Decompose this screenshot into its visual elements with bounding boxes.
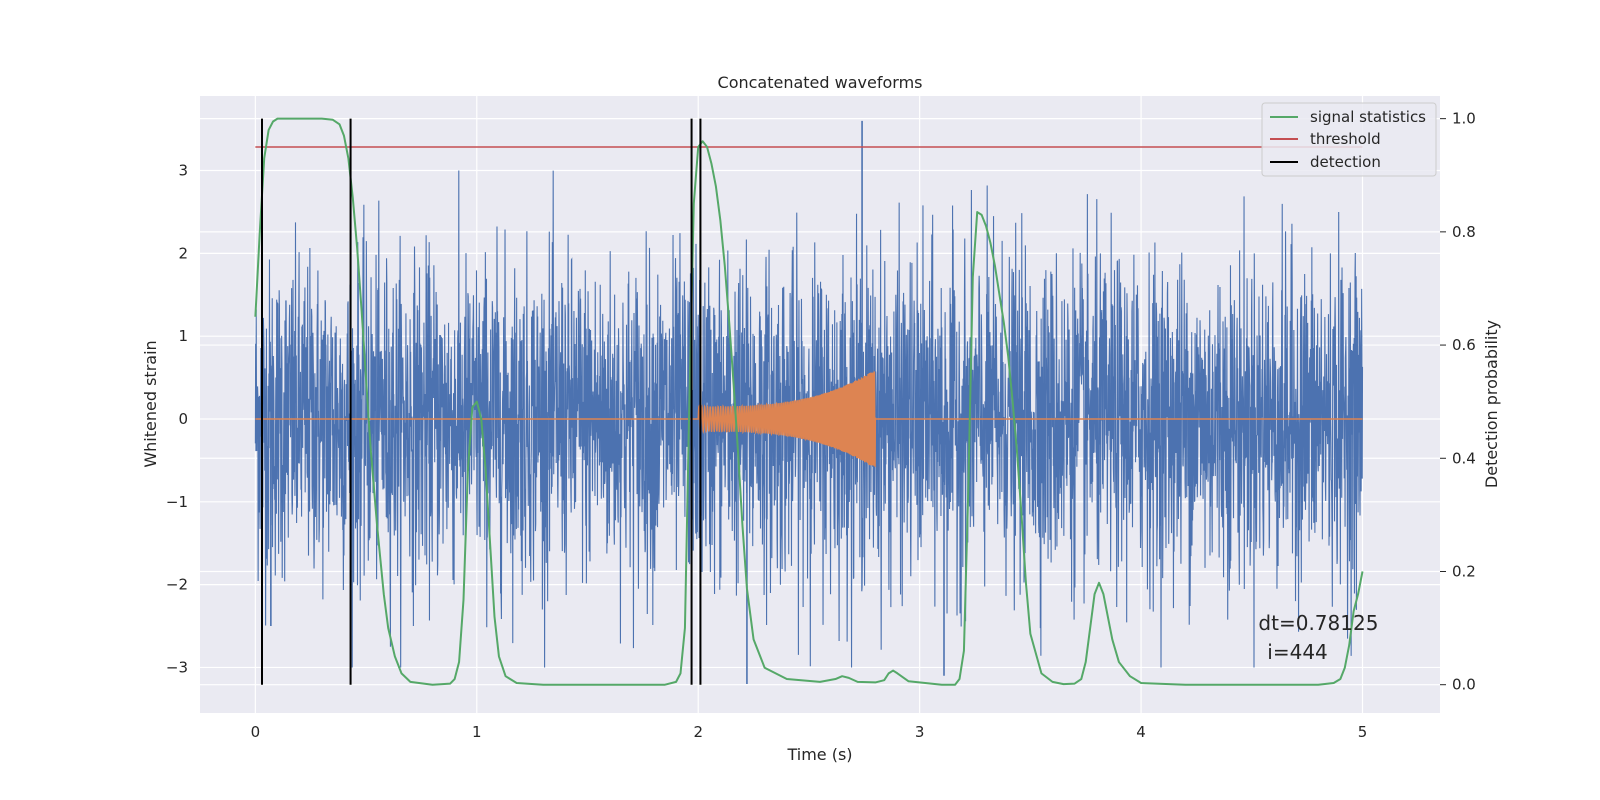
y-tick-label-right: 0.4: [1452, 449, 1476, 467]
signal-statistics-series: [254, 117, 1364, 686]
legend-label-detection: detection: [1310, 153, 1381, 171]
y-axis-label: Whitened strain: [141, 340, 160, 467]
y-tick-label-right: 0.2: [1452, 562, 1476, 580]
injected-signal-series: [255, 370, 1363, 468]
legend: signal statistics threshold detection: [1261, 102, 1437, 177]
legend-box: [1261, 102, 1437, 177]
x-tick-label: 0: [251, 723, 261, 741]
chart-title: Concatenated waveforms: [718, 73, 923, 92]
x-tick-label: 1: [472, 723, 482, 741]
y-tick-label: −1: [166, 493, 188, 511]
y-tick-label: 3: [178, 162, 188, 180]
y-tick-label: −3: [166, 658, 188, 676]
plot-area: [254, 117, 1364, 686]
x-tick-label: 4: [1136, 723, 1146, 741]
legend-label-threshold: threshold: [1310, 130, 1381, 148]
x-tick-label: 5: [1358, 723, 1368, 741]
annotation-dt: dt=0.78125: [1258, 611, 1378, 635]
x-tick-label: 3: [915, 723, 925, 741]
y-tick-label-right: 0.6: [1452, 336, 1476, 354]
y-tick-label-right: 1.0: [1452, 110, 1476, 128]
y-tick-label-right: 0.8: [1452, 223, 1476, 241]
y-axis-label-right: Detection probability: [1482, 320, 1501, 488]
annotations: dt=0.78125 i=444: [1258, 611, 1378, 664]
ticks: 0 1 2 3 4 5 −3 −2 −1 0 1 2 3 0.0 0.2 0.4 0.6 0.8 1.0: [166, 110, 1476, 741]
y-tick-label: 1: [178, 327, 188, 345]
annotation-i: i=444: [1267, 640, 1328, 664]
legend-label-signal-statistics: signal statistics: [1310, 108, 1426, 126]
noise-series: [254, 170, 1364, 668]
y-tick-label-right: 0.0: [1452, 676, 1476, 694]
y-tick-label: −2: [166, 576, 188, 594]
y-tick-label: 2: [178, 244, 188, 262]
x-tick-label: 2: [693, 723, 703, 741]
x-axis-label: Time (s): [786, 745, 852, 764]
y-tick-label: 0: [178, 410, 188, 428]
